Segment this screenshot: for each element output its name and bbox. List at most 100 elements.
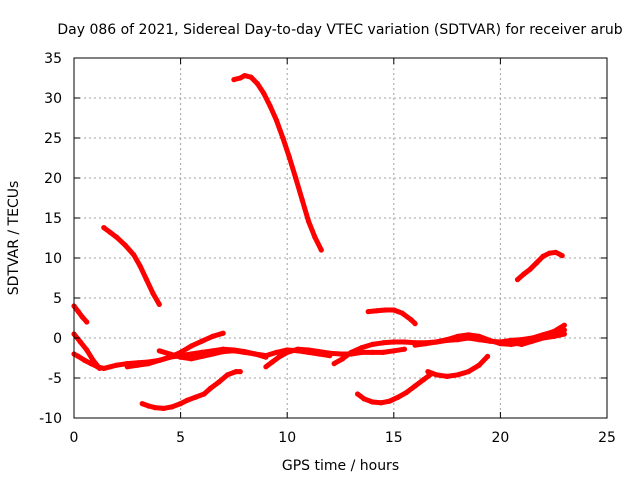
data-point: [395, 394, 401, 400]
data-point: [540, 253, 546, 259]
data-point: [237, 75, 243, 81]
series-arc-1: [72, 304, 89, 324]
data-point: [252, 351, 258, 357]
data-point: [107, 364, 113, 370]
data-point: [412, 342, 418, 348]
y-tick-label: 0: [53, 331, 62, 347]
data-point: [502, 339, 508, 345]
series-arc-13: [356, 371, 434, 406]
data-point: [273, 349, 280, 355]
grid-lines: [74, 58, 607, 418]
data-point: [423, 341, 429, 347]
data-point: [178, 349, 184, 355]
y-tick-label: 5: [53, 291, 62, 307]
data-point: [199, 353, 205, 359]
data-point: [355, 391, 361, 397]
data-point: [122, 242, 128, 248]
data-point: [380, 349, 386, 355]
data-point: [75, 309, 81, 315]
data-point: [184, 397, 190, 403]
data-point: [386, 398, 393, 404]
data-series: [71, 73, 568, 411]
data-point: [312, 234, 318, 240]
data-point: [476, 362, 482, 368]
data-point: [327, 350, 333, 356]
y-tick-label: 35: [44, 51, 62, 67]
data-point: [316, 349, 322, 355]
y-tick-label: -5: [48, 371, 62, 387]
y-axis-ticks: -10 -5 0 5 10 15 20 25 30 35: [39, 51, 607, 427]
data-point: [340, 356, 346, 362]
data-point: [280, 135, 286, 141]
series-arc-7: [233, 73, 324, 252]
data-point: [359, 345, 365, 351]
chart-title: Day 086 of 2021, Sidereal Day-to-day VTE…: [57, 22, 622, 38]
data-point: [399, 310, 405, 316]
data-point: [284, 349, 290, 355]
data-point: [551, 333, 557, 339]
data-point: [293, 175, 299, 181]
data-point: [156, 348, 162, 354]
data-point: [559, 253, 565, 259]
data-point: [135, 362, 141, 368]
data-point: [485, 353, 491, 359]
data-point: [263, 353, 269, 359]
y-axis-label: SDTVAR / TECUs: [6, 181, 22, 296]
data-point: [84, 319, 90, 325]
data-point: [88, 361, 94, 367]
data-point: [369, 399, 376, 405]
data-point: [139, 401, 145, 407]
data-point: [210, 351, 216, 357]
data-point: [273, 117, 280, 123]
data-point: [156, 301, 162, 307]
y-tick-label: 30: [44, 91, 62, 107]
data-point: [455, 333, 461, 339]
y-tick-label: -10: [39, 411, 62, 427]
data-point: [510, 340, 516, 346]
data-point: [188, 343, 194, 349]
data-point: [146, 403, 152, 409]
data-point: [84, 347, 90, 353]
x-tick-label: 25: [598, 430, 616, 446]
data-point: [114, 362, 120, 368]
data-point: [150, 290, 156, 296]
data-point: [82, 357, 88, 363]
data-point: [553, 249, 559, 255]
data-point: [94, 364, 101, 370]
data-point: [374, 308, 380, 314]
data-point: [382, 307, 388, 313]
data-point: [519, 341, 525, 347]
x-tick-label: 0: [70, 430, 79, 446]
series-arc-9: [264, 346, 352, 369]
data-point: [152, 405, 158, 411]
data-point: [178, 401, 184, 407]
data-point: [497, 341, 503, 347]
data-point: [365, 309, 371, 315]
data-point: [433, 339, 439, 345]
series-arc-5: [141, 369, 241, 411]
data-point: [237, 369, 243, 375]
data-point: [107, 229, 113, 235]
data-point: [199, 338, 205, 344]
data-point: [348, 351, 354, 357]
data-point: [75, 353, 81, 359]
data-point: [216, 379, 222, 385]
data-point: [318, 247, 324, 253]
data-point: [305, 218, 312, 224]
data-point: [391, 307, 397, 313]
data-point: [131, 252, 137, 258]
data-point: [242, 73, 248, 79]
data-point: [207, 385, 213, 391]
data-point: [380, 340, 386, 346]
data-point: [369, 341, 376, 347]
data-point: [242, 349, 248, 355]
data-point: [261, 90, 267, 96]
data-point: [421, 377, 427, 383]
data-point: [391, 348, 397, 354]
data-point: [391, 339, 397, 345]
data-point: [124, 364, 130, 370]
data-point: [331, 361, 337, 367]
data-point: [188, 356, 194, 362]
data-point: [248, 74, 254, 80]
